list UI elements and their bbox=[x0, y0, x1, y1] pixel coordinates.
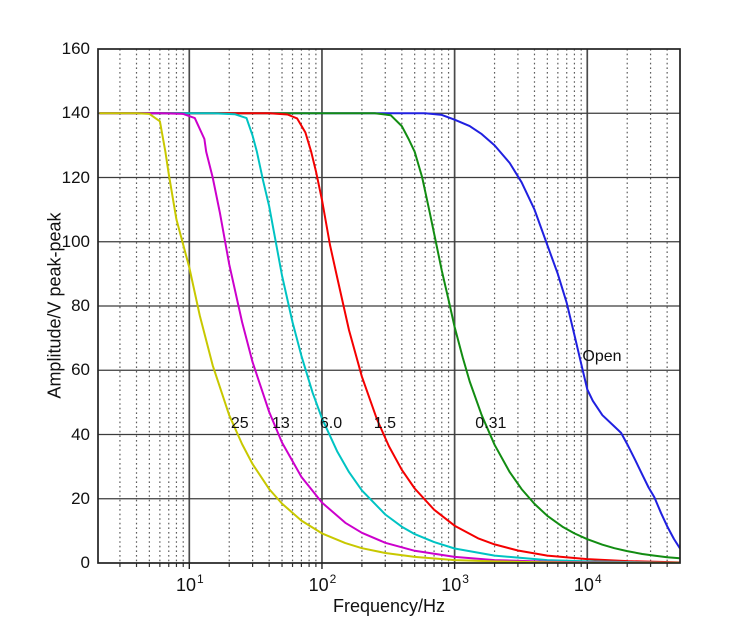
x-tick-label: 101 bbox=[175, 572, 204, 595]
curve-annotation-0-31: 0.31 bbox=[475, 414, 507, 432]
y-tick-label: 120 bbox=[61, 167, 90, 187]
y-tick-label: 0 bbox=[80, 553, 90, 572]
curve-open bbox=[99, 112, 680, 550]
curve-annotation-25: 25 bbox=[230, 414, 249, 432]
y-tick-label: 80 bbox=[71, 296, 90, 315]
y-tick-label: 160 bbox=[61, 39, 90, 58]
y-tick-label: 100 bbox=[61, 231, 90, 251]
y-tick-label: 60 bbox=[71, 360, 90, 380]
curve-6-0 bbox=[99, 112, 680, 563]
x-tick-label: 104 bbox=[573, 572, 602, 595]
x-tick-label: 102 bbox=[308, 572, 337, 595]
plot-border bbox=[97, 48, 681, 564]
x-tick-label: 103 bbox=[441, 572, 469, 595]
curve-13 bbox=[99, 112, 680, 563]
curve-annotation-open: Open bbox=[582, 348, 622, 366]
curve-1-5 bbox=[99, 112, 680, 563]
curve-25 bbox=[99, 112, 680, 563]
y-tick-label: 140 bbox=[61, 103, 90, 123]
curve-annotation-6-0: 6.0 bbox=[319, 414, 343, 432]
curve-0-31 bbox=[99, 112, 680, 560]
curves-group bbox=[99, 112, 680, 563]
curve-annotation-13: 13 bbox=[271, 414, 290, 432]
y-tick-label: 40 bbox=[71, 424, 90, 444]
curve-annotation-1-5: 1.5 bbox=[373, 414, 396, 432]
x-axis-label: Frequency/Hz bbox=[332, 596, 446, 616]
y-tick-label: 20 bbox=[71, 488, 90, 508]
